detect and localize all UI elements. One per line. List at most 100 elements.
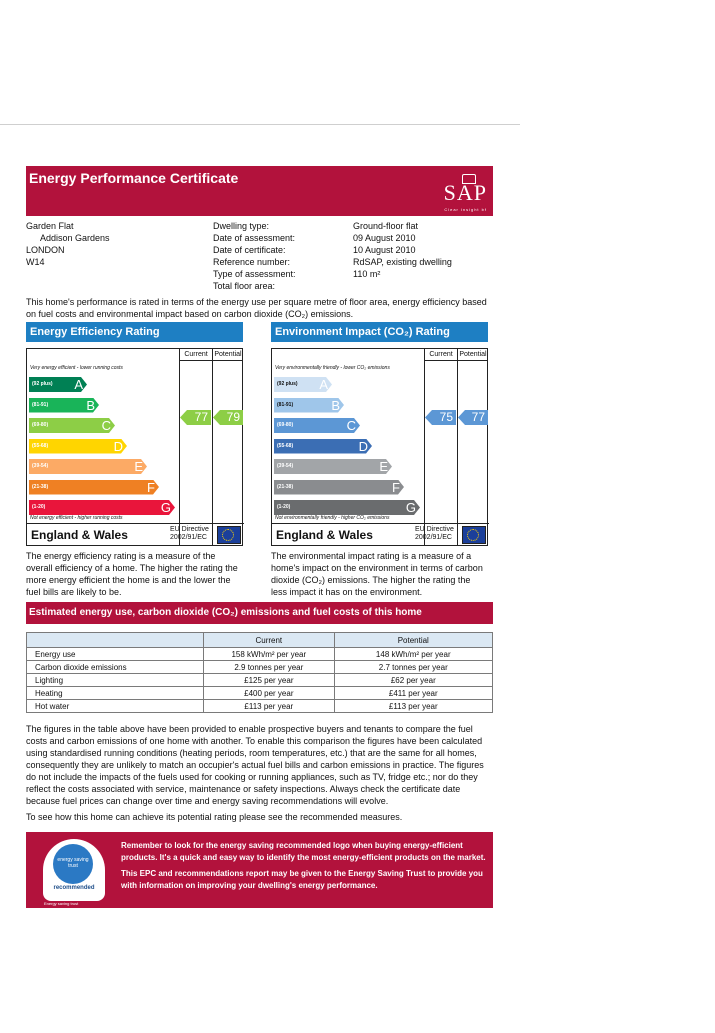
potential-value: £62 per year [333,673,494,687]
top-hint: Very energy efficient - lower running co… [30,365,123,371]
potential-value: £411 per year [333,686,494,700]
table-row: Heating £400 per year £411 per year [25,686,494,700]
band-letter: G [405,500,416,515]
detail-value: 10 August 2010 [353,245,416,255]
rating-band-d: (55-68) D [274,439,372,454]
logo-inner-text: energy saving trust [57,857,89,869]
energy-efficiency-panel: Energy Efficiency Rating Current Potenti… [26,322,244,597]
band-letter: B [331,397,340,413]
address-line: W14 [26,257,45,267]
detail-values: Ground-floor flat 09 August 2010 10 Augu… [353,220,452,280]
energy-efficiency-chart: Current Potential Very energy efficient … [26,348,244,546]
band-letter: B [86,397,95,413]
bottom-hint: Not environmentally friendly - higher CO… [275,515,390,521]
table-row: Energy use 158 kWh/m² per year 148 kWh/m² … [25,647,494,661]
current-value: 2.9 tonnes per year [203,660,335,674]
row-label: Energy use [25,647,205,661]
rating-band-g: (1-20) G [29,500,175,515]
potential-value: 148 kWh/m² per year [333,647,494,661]
band-range: (21-38) [32,483,49,490]
bottom-hint: Not energy efficient - higher running co… [30,515,123,521]
eu-directive: EU Directive 2002/91/EC [415,526,454,541]
environment-impact-chart: Current Potential Very environmentally f… [271,348,489,546]
detail-label: Type of assessment: [213,269,296,279]
row-label: Lighting [25,673,205,687]
logo-label: recommended [53,885,95,891]
eu-flag-icon [217,526,241,544]
table-header [25,632,205,648]
efficiency-description: The energy efficiency rating is a measur… [26,551,238,597]
detail-value: 09 August 2010 [353,233,416,243]
potential-value: 2.7 tonnes per year [333,660,494,674]
figures-explanation: The figures in the table above have been… [26,724,484,806]
band-range: (21-38) [277,483,294,490]
region-name: England & Wales [276,528,373,542]
address-line: Garden Flat [26,221,74,231]
table-header: Potential [333,632,494,648]
top-hint: Very environmentally friendly - lower CO… [275,365,390,371]
potential-column-header: Potential [212,349,243,361]
column-divider [212,349,213,545]
rating-band-g: (1-20) G [274,500,420,515]
current-value: £125 per year [203,673,335,687]
environment-description: The environmental impact rating is a mea… [271,551,483,597]
intro-paragraph: This home's performance is rated in term… [26,297,487,319]
certificate-title: Energy Performance Certificate [29,170,239,186]
energy-saving-recommended-logo: energy saving trust recommended [43,839,105,901]
region-name: England & Wales [31,528,128,542]
detail-label: Date of assessment: [213,233,296,243]
table-row: Hot water £113 per year £113 per year [25,699,494,713]
current-column-header: Current [424,349,457,361]
address-line: LONDON [26,245,65,255]
band-range: (55-68) [32,442,49,449]
estimate-table: Current Potential Energy use 158 kWh/m² p… [25,632,494,713]
swirl-icon: energy saving trust [53,844,93,884]
potential-rating-arrow: 79 [213,410,243,425]
footer-message-1: Remember to look for the energy saving r… [121,841,486,862]
detail-label: Dwelling type: [213,221,270,231]
potential-column-header: Potential [457,349,488,361]
rating-band-a: (92 plus) A [29,377,87,392]
table-row: Carbon dioxide emissions 2.9 tonnes per y… [25,660,494,674]
detail-value: Ground-floor flat [353,221,419,231]
sap-logo: SAP Clear insight bf [444,174,487,212]
band-letter: E [134,459,143,474]
band-range: (92 plus) [277,381,298,387]
rating-band-b: (81-91) B [29,398,99,413]
energy-saving-footer: energy saving trust recommended Energy s… [26,832,493,908]
rating-band-b: (81-91) B [274,398,344,413]
rating-band-c: (69-80) C [29,418,115,433]
region-strip: England & Wales EU Directive 2002/91/EC [27,523,244,546]
detail-labels: Dwelling type: Date of assessment: Date … [213,220,296,292]
table-row: Lighting £125 per year £62 per year [25,673,494,687]
recommendation-note: To see how this home can achieve its pot… [26,812,403,822]
band-range: (39-54) [277,463,294,469]
band-range: (1-20) [32,504,46,510]
environment-impact-title: Environment Impact (CO₂) Rating [271,322,488,342]
current-value: 158 kWh/m² per year [203,647,335,661]
detail-label: Reference number: [213,257,291,267]
column-divider [457,349,458,545]
region-strip: England & Wales EU Directive 2002/91/EC [272,523,489,546]
band-range: (69-80) [32,422,49,428]
current-column-header: Current [179,349,212,361]
potential-value: £113 per year [333,699,494,713]
rating-band-e: (39-54) E [274,459,392,474]
band-letter: D [113,438,123,454]
band-range: (39-54) [32,463,49,469]
address-line: Addison Gardens [40,233,110,243]
crown-icon [461,174,476,184]
eu-directive: EU Directive 2002/91/EC [170,526,209,541]
potential-rating-arrow: 77 [458,410,488,425]
band-range: (81-91) [277,401,294,408]
current-value: £400 per year [203,686,335,700]
rating-band-a: (92 plus) A [274,377,332,392]
band-range: (69-80) [277,422,294,428]
row-label: Carbon dioxide emissions [25,660,205,674]
table-header: Current [203,632,335,648]
rating-band-d: (55-68) D [29,439,127,454]
band-range: (55-68) [277,442,294,449]
band-range: (81-91) [32,401,49,408]
rating-band-c: (69-80) C [274,418,360,433]
band-letter: F [147,479,155,495]
